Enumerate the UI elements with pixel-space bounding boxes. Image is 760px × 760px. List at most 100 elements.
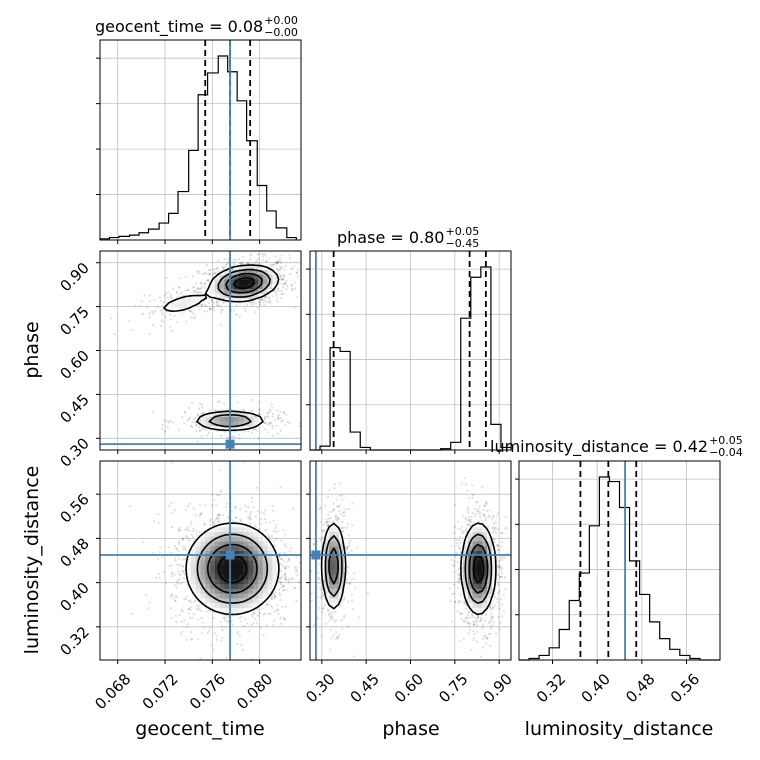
sample-point [332, 634, 335, 637]
sample-point [241, 408, 244, 411]
sample-point [173, 573, 176, 576]
sample-point [448, 587, 451, 590]
sample-point [343, 526, 346, 529]
sample-point [340, 527, 344, 530]
sample-point [245, 262, 248, 265]
density-cell [205, 588, 211, 595]
density-cell [224, 426, 230, 432]
sample-point [260, 299, 263, 302]
density-cell [267, 565, 273, 571]
sample-point [165, 420, 169, 423]
sample-point [185, 595, 188, 598]
sample-point [505, 515, 508, 519]
density-cell [205, 536, 211, 542]
density-cell [267, 541, 273, 547]
sample-point [338, 633, 341, 636]
sample-point [224, 619, 227, 622]
sample-point [489, 617, 493, 620]
sample-point [310, 600, 313, 603]
sample-point [197, 287, 200, 290]
sample-point [279, 276, 282, 279]
sample-point [171, 593, 174, 596]
sample-point [236, 313, 239, 316]
sample-point [195, 605, 198, 608]
density-cell [262, 574, 268, 580]
sample-point [277, 413, 280, 416]
density-cell [205, 532, 211, 538]
sample-point [345, 578, 348, 581]
density-cell [205, 579, 211, 585]
sample-point [220, 434, 223, 437]
sample-point [254, 311, 257, 314]
sample-point [287, 582, 290, 585]
sample-point [327, 514, 330, 517]
sample-point [353, 577, 356, 580]
density-cell [253, 536, 259, 542]
sample-point [254, 618, 257, 621]
sample-point [190, 316, 193, 319]
sample-point [270, 264, 274, 267]
density-cell [229, 421, 235, 427]
sample-point [185, 534, 188, 538]
sample-point [326, 523, 329, 526]
sample-point [216, 259, 220, 262]
sample-point [345, 547, 348, 551]
sample-point [221, 636, 224, 639]
sample-point [271, 509, 274, 512]
sample-point [218, 494, 221, 497]
sample-point [461, 531, 464, 534]
sample-point [268, 421, 271, 425]
density-cell [224, 541, 230, 547]
sample-point [452, 531, 456, 534]
sample-point [191, 286, 194, 289]
sample-point [282, 412, 286, 415]
density-cell [257, 579, 264, 585]
sample-point [334, 483, 337, 486]
sample-point [238, 437, 241, 440]
sample-point [328, 488, 331, 492]
sample-point [276, 261, 279, 264]
sample-point [165, 292, 168, 295]
density-cell [229, 546, 235, 552]
sample-point [272, 623, 275, 626]
sample-point [501, 615, 504, 618]
sample-point [200, 272, 203, 275]
sample-point [326, 524, 329, 527]
sample-point [239, 518, 242, 521]
sample-point [305, 423, 307, 425]
sample-point [463, 477, 466, 480]
sample-point [220, 309, 223, 312]
sample-point [215, 272, 218, 275]
sample-point [192, 312, 195, 315]
contour-phase_vs_geocent_time-0 [163, 264, 280, 432]
sample-point [488, 620, 491, 623]
sample-point [472, 630, 475, 633]
sample-point [275, 537, 278, 540]
sample-point [353, 572, 356, 575]
sample-point [212, 306, 215, 309]
sample-point [459, 612, 462, 615]
density-cell [248, 412, 254, 418]
sample-point [254, 261, 257, 264]
sample-point [296, 574, 299, 577]
sample-point [457, 573, 460, 576]
sample-point [460, 613, 463, 616]
sample-point [199, 281, 202, 284]
sample-point [220, 639, 223, 642]
sample-point [219, 304, 222, 307]
sample-point [450, 558, 453, 561]
sample-point [283, 282, 286, 285]
sample-point [268, 535, 271, 538]
density-cell [243, 588, 249, 595]
sample-point [296, 569, 299, 572]
sample-point [194, 514, 197, 517]
sample-point [160, 318, 163, 322]
sample-point [293, 306, 296, 309]
sample-point [168, 565, 171, 568]
density-cell [195, 298, 201, 304]
sample-point [222, 402, 226, 405]
sample-point [264, 422, 267, 425]
density-cell [272, 560, 278, 566]
sample-point [148, 294, 151, 297]
sample-point [187, 607, 190, 610]
